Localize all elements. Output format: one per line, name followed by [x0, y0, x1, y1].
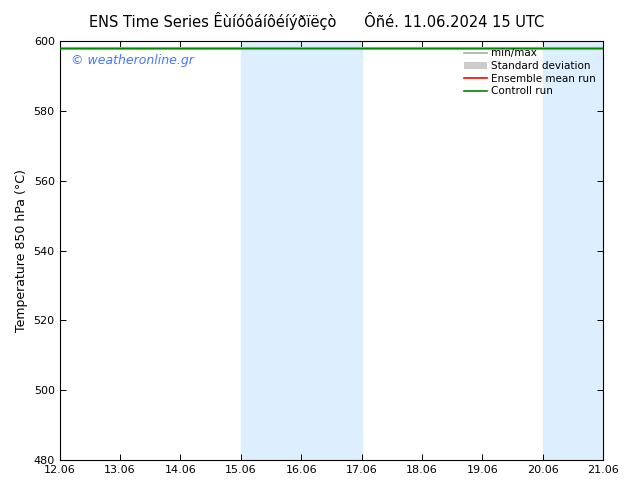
Bar: [543, 41, 603, 460]
Bar: [241, 41, 361, 460]
Text: ENS Time Series Êùíóôáíôéíýðïëçò      Ôñé. 11.06.2024 15 UTC: ENS Time Series Êùíóôáíôéíýðïëçò Ôñé. 11…: [89, 12, 545, 30]
Legend: min/max, Standard deviation, Ensemble mean run, Controll run: min/max, Standard deviation, Ensemble me…: [462, 46, 598, 98]
Text: © weatheronline.gr: © weatheronline.gr: [70, 53, 193, 67]
Y-axis label: Temperature 850 hPa (°C): Temperature 850 hPa (°C): [15, 169, 28, 332]
